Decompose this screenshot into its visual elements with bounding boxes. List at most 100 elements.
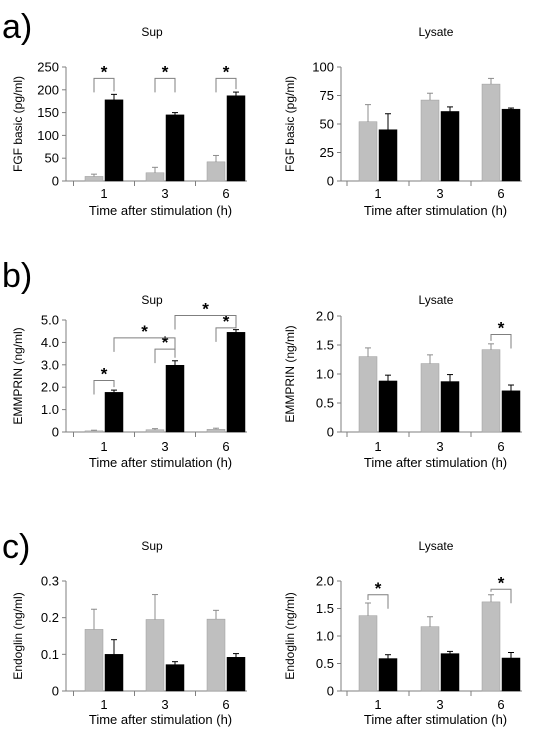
significance-bracket — [490, 588, 512, 604]
y-tick-label: 0 — [327, 174, 334, 189]
bar — [420, 626, 440, 692]
y-tick-label: 0.5 — [316, 396, 334, 411]
y-tick-label: 25 — [320, 145, 334, 160]
y-tick-label: 0 — [52, 174, 59, 189]
bar — [165, 664, 185, 692]
bar — [378, 658, 398, 692]
panel-letter: c) — [2, 528, 30, 566]
y-tick-label: 75 — [320, 88, 334, 103]
x-tick-label: 3 — [161, 186, 168, 201]
significance-bracket — [215, 326, 237, 342]
x-tick-label: 3 — [161, 439, 168, 454]
significance-star: * — [101, 364, 108, 383]
x-tick-label: 1 — [374, 186, 381, 201]
bar — [378, 129, 398, 182]
significance-bracket — [154, 77, 176, 93]
y-tick-label: 0 — [327, 684, 334, 699]
bar — [165, 114, 185, 182]
x-axis-label: Time after stimulation (h) — [89, 712, 232, 727]
y-axis-label: Endoglin (ng/ml) — [11, 592, 25, 679]
y-tick-label: 0.1 — [41, 647, 59, 662]
x-axis-label: Time after stimulation (h) — [89, 455, 232, 470]
y-axis-label: EMMPRIN (ng/ml) — [283, 325, 297, 422]
significance-star: * — [162, 62, 169, 81]
y-tick-label: 150 — [37, 105, 59, 120]
significance-star: * — [141, 322, 148, 341]
chart-title: Sup — [141, 293, 163, 307]
significance-star: * — [202, 300, 209, 319]
significance-bracket — [367, 594, 389, 609]
bar — [226, 657, 246, 692]
y-tick-label: 1.0 — [41, 402, 59, 417]
y-tick-label: 0 — [52, 425, 59, 440]
x-tick-label: 1 — [100, 186, 107, 201]
significance-star: * — [498, 573, 505, 592]
x-tick-label: 1 — [100, 697, 107, 712]
bar — [226, 332, 246, 433]
y-tick-label: 100 — [37, 128, 59, 143]
y-tick-label: 0 — [327, 425, 334, 440]
chart-title: Lysate — [419, 293, 454, 307]
x-tick-label: 6 — [222, 186, 229, 201]
y-tick-label: 3.0 — [41, 357, 59, 372]
bar — [145, 619, 165, 692]
x-axis-label: Time after stimulation (h) — [364, 712, 507, 727]
y-tick-label: 2.0 — [41, 380, 59, 395]
bar — [206, 618, 226, 692]
chart-title: Sup — [141, 25, 163, 39]
significance-star: * — [162, 333, 169, 352]
y-tick-label: 1.0 — [316, 367, 334, 382]
bar — [84, 629, 104, 692]
bar — [358, 121, 378, 182]
y-tick-label: 4.0 — [41, 335, 59, 350]
significance-bracket — [93, 77, 115, 93]
x-tick-label: 1 — [374, 697, 381, 712]
chart-title: Sup — [141, 539, 163, 553]
panel-letter: a) — [2, 8, 32, 46]
x-tick-label: 3 — [436, 439, 443, 454]
y-axis-label: FGF basic (pg/ml) — [283, 76, 297, 172]
x-axis-label: Time after stimulation (h) — [364, 203, 507, 218]
y-tick-label: 2.0 — [316, 574, 334, 589]
bar — [206, 429, 226, 433]
y-tick-label: 1.5 — [316, 338, 334, 353]
y-axis-label: FGF basic (pg/ml) — [11, 76, 25, 172]
bar — [84, 176, 104, 182]
x-tick-label: 1 — [374, 439, 381, 454]
bar — [145, 429, 165, 433]
x-tick-label: 6 — [497, 186, 504, 201]
bar — [206, 161, 226, 182]
bar — [501, 108, 521, 182]
significance-star: * — [223, 312, 230, 331]
bar — [378, 380, 398, 433]
significance-star: * — [375, 579, 382, 598]
significance-bracket — [93, 379, 115, 395]
y-tick-label: 1.0 — [316, 629, 334, 644]
bar — [104, 654, 124, 692]
panel-letter: b) — [2, 257, 32, 295]
significance-bracket — [215, 77, 237, 93]
bar — [420, 99, 440, 182]
y-tick-label: 0.5 — [316, 656, 334, 671]
y-tick-label: 50 — [45, 151, 59, 166]
y-tick-label: 5.0 — [41, 313, 59, 328]
y-tick-label: 0 — [52, 684, 59, 699]
x-tick-label: 6 — [497, 439, 504, 454]
x-tick-label: 6 — [222, 439, 229, 454]
y-axis-label: Endoglin (ng/ml) — [283, 592, 297, 679]
y-axis-label: EMMPRIN (ng/ml) — [11, 327, 25, 424]
x-tick-label: 1 — [100, 439, 107, 454]
y-tick-label: 200 — [37, 82, 59, 97]
x-tick-label: 3 — [436, 186, 443, 201]
significance-bracket — [154, 348, 176, 364]
bar — [440, 111, 460, 182]
x-tick-label: 3 — [161, 697, 168, 712]
chart-title: Lysate — [419, 25, 454, 39]
y-tick-label: 250 — [37, 60, 59, 75]
significance-bracket — [113, 337, 176, 352]
bar — [481, 601, 501, 692]
significance-bracket — [174, 315, 237, 330]
bar — [420, 363, 440, 433]
